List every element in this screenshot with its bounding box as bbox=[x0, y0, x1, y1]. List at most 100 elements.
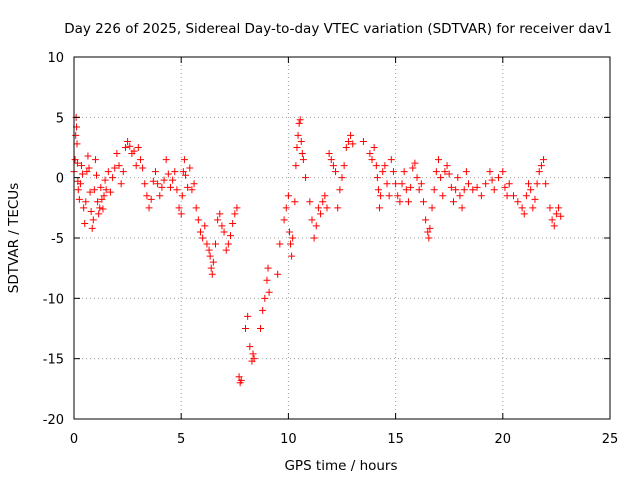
data-point bbox=[368, 156, 376, 164]
data-point bbox=[542, 180, 550, 188]
data-point bbox=[477, 192, 485, 200]
y-tick-labels: -20 -15 -10 -5 0 5 10 bbox=[43, 51, 64, 428]
data-point bbox=[347, 131, 355, 139]
data-point bbox=[373, 174, 381, 182]
data-point bbox=[387, 156, 395, 164]
data-point bbox=[374, 186, 382, 194]
data-point bbox=[426, 224, 434, 232]
data-point bbox=[334, 204, 342, 212]
y-tick-label: -5 bbox=[51, 232, 64, 247]
data-point bbox=[527, 186, 535, 194]
data-point bbox=[111, 164, 119, 172]
data-point bbox=[432, 168, 440, 176]
data-point bbox=[338, 174, 346, 182]
data-point bbox=[95, 210, 103, 218]
data-point bbox=[90, 186, 98, 194]
data-point bbox=[396, 198, 404, 206]
data-point bbox=[434, 156, 442, 164]
data-point bbox=[101, 176, 109, 184]
data-point bbox=[96, 204, 104, 212]
data-point bbox=[98, 195, 106, 203]
data-point bbox=[381, 162, 389, 170]
data-point bbox=[490, 186, 498, 194]
data-point bbox=[437, 174, 445, 182]
data-point bbox=[383, 180, 391, 188]
data-point bbox=[441, 168, 449, 176]
data-point bbox=[229, 220, 237, 228]
data-point bbox=[180, 156, 188, 164]
data-point bbox=[428, 204, 436, 212]
data-point bbox=[85, 164, 93, 172]
data-point bbox=[196, 228, 204, 236]
data-point bbox=[205, 246, 213, 254]
data-point bbox=[203, 240, 211, 248]
data-point bbox=[246, 343, 254, 351]
data-point bbox=[282, 204, 290, 212]
data-point bbox=[349, 140, 357, 148]
data-point bbox=[402, 186, 410, 194]
x-axis-label: GPS time / hours bbox=[284, 458, 397, 474]
data-point bbox=[73, 159, 81, 167]
x-tick-label: 10 bbox=[280, 432, 297, 447]
data-point bbox=[327, 156, 335, 164]
data-point bbox=[291, 198, 299, 206]
data-point bbox=[169, 176, 177, 184]
data-point bbox=[488, 176, 496, 184]
data-point bbox=[486, 168, 494, 176]
data-point bbox=[102, 186, 110, 194]
data-point bbox=[447, 183, 455, 191]
data-point bbox=[310, 234, 318, 242]
data-point bbox=[332, 168, 340, 176]
data-point bbox=[443, 162, 451, 170]
data-point bbox=[452, 186, 460, 194]
data-point bbox=[235, 373, 243, 381]
data-point bbox=[317, 210, 325, 218]
data-point bbox=[314, 204, 322, 212]
data-point bbox=[265, 288, 273, 296]
data-point bbox=[499, 168, 507, 176]
data-point bbox=[379, 168, 387, 176]
data-point bbox=[83, 168, 91, 176]
data-point bbox=[325, 150, 333, 158]
data-point bbox=[525, 180, 533, 188]
data-point bbox=[297, 137, 305, 145]
data-point bbox=[97, 183, 105, 191]
y-tick-label: 0 bbox=[56, 172, 64, 187]
data-point bbox=[413, 174, 421, 182]
data-point bbox=[274, 270, 282, 278]
data-point bbox=[376, 204, 384, 212]
data-point bbox=[156, 192, 164, 200]
data-point bbox=[141, 180, 149, 188]
chart-title: Day 226 of 2025, Sidereal Day-to-day VTE… bbox=[64, 21, 612, 37]
data-point bbox=[299, 156, 307, 164]
x-tick-labels: 0 5 10 15 20 25 bbox=[70, 432, 618, 447]
data-point bbox=[336, 186, 344, 194]
data-point bbox=[99, 205, 107, 213]
data-point bbox=[557, 212, 565, 220]
data-point bbox=[419, 198, 427, 206]
data-point bbox=[104, 168, 112, 176]
data-point bbox=[555, 204, 563, 212]
data-point bbox=[293, 144, 301, 151]
data-point bbox=[145, 204, 153, 212]
data-point bbox=[439, 192, 447, 200]
data-point bbox=[126, 142, 134, 150]
data-point bbox=[201, 222, 209, 230]
data-point bbox=[190, 180, 198, 188]
data-point bbox=[415, 186, 423, 194]
data-point bbox=[295, 119, 303, 127]
data-point bbox=[231, 210, 239, 218]
x-tick-label: 20 bbox=[495, 432, 512, 447]
data-point bbox=[264, 264, 272, 272]
data-point bbox=[151, 168, 159, 176]
data-point bbox=[533, 180, 541, 188]
data-point bbox=[407, 183, 415, 191]
data-point bbox=[166, 183, 174, 191]
data-point bbox=[430, 186, 438, 194]
data-point bbox=[179, 168, 187, 176]
data-point bbox=[136, 156, 144, 164]
data-point bbox=[75, 195, 83, 203]
data-point bbox=[84, 152, 92, 160]
y-tick-label: -15 bbox=[43, 353, 64, 368]
